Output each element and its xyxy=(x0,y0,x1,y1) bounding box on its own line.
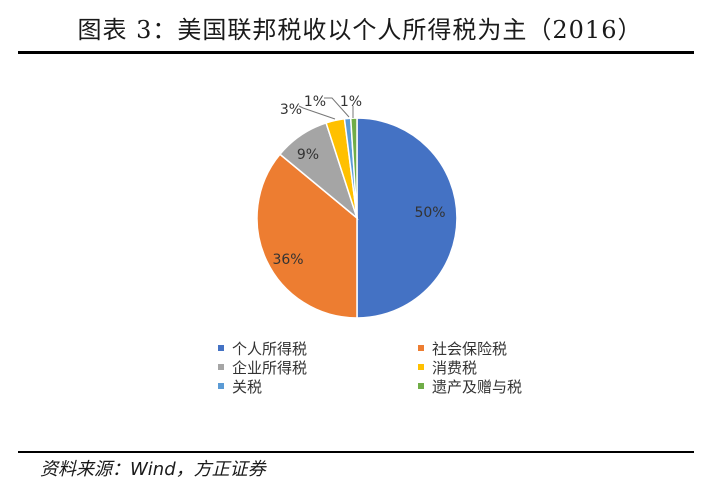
leader-line-customs-duties xyxy=(324,97,350,118)
pie-slice-estate-gift-tax xyxy=(349,117,358,219)
pie-slice-social-insurance-tax xyxy=(256,153,358,319)
legend-swatch xyxy=(418,364,424,370)
leader-line-excise-tax xyxy=(298,105,336,120)
legend-item-customs-duties: 关税 xyxy=(218,377,263,396)
legend-item-individual-income-tax: 个人所得税 xyxy=(218,339,308,358)
page-title: 图表 3：美国联邦税收以个人所得税为主（2016） xyxy=(77,16,643,44)
legend-item-excise-tax: 消费税 xyxy=(418,358,478,377)
title-underline xyxy=(18,51,694,54)
legend-swatch xyxy=(218,345,224,351)
legend-item-social-insurance-tax: 社会保险税 xyxy=(418,339,508,358)
data-label-estate-gift-tax: 1% xyxy=(340,94,362,110)
source-divider xyxy=(18,451,694,453)
data-label-social-insurance-tax: 36% xyxy=(272,252,303,268)
source-note: 资料来源：Wind，方正证券 xyxy=(40,459,266,480)
pie-slice-individual-income-tax xyxy=(356,117,458,319)
legend-swatch xyxy=(418,383,424,389)
legend-label: 个人所得税 xyxy=(232,339,308,358)
data-label-customs-duties: 1% xyxy=(304,94,326,110)
legend-swatch xyxy=(218,383,224,389)
data-label-individual-income-tax: 50% xyxy=(414,205,445,221)
legend-item-estate-gift-tax: 遗产及赠与税 xyxy=(418,377,523,396)
legend-label: 关税 xyxy=(232,377,263,396)
legend-swatch xyxy=(218,364,224,370)
legend-swatch xyxy=(418,345,424,351)
legend-label: 遗产及赠与税 xyxy=(432,377,523,396)
legend-label: 企业所得税 xyxy=(232,358,308,377)
legend-label: 消费税 xyxy=(432,358,478,377)
legend-label: 社会保险税 xyxy=(432,339,508,358)
data-label-corporate-income-tax: 9% xyxy=(297,147,319,163)
data-label-excise-tax: 3% xyxy=(280,102,302,118)
legend-item-corporate-income-tax: 企业所得税 xyxy=(218,358,308,377)
